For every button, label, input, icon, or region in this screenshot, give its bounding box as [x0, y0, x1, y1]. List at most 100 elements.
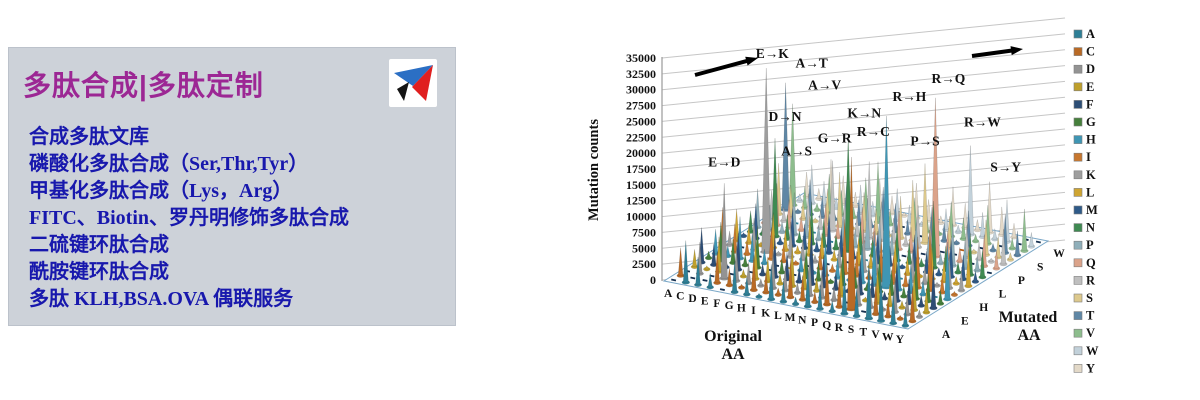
service-item[interactable]: 多肽 KLH,BSA.OVA 偶联服务 [29, 288, 294, 310]
svg-text:Original: Original [704, 328, 762, 345]
service-item[interactable]: 合成多肽文库 [29, 126, 149, 148]
legend-swatch [1073, 293, 1083, 303]
legend-label: A [1086, 27, 1095, 41]
ytick-label: 30000 [626, 83, 656, 97]
xtick-label: N [798, 315, 807, 327]
ytick-label: 27500 [626, 99, 656, 113]
legend-label: R [1086, 273, 1096, 287]
legend-item: G [1073, 115, 1096, 129]
legend-item: I [1073, 150, 1091, 164]
xtick-label: Y [896, 334, 905, 346]
annotation-label: G→R [818, 131, 852, 146]
ztick-label: E [961, 316, 969, 328]
service-item[interactable]: 二硫键环肽合成 [29, 234, 169, 256]
legend-item: R [1073, 273, 1096, 287]
xtick-label: I [751, 305, 756, 317]
xtick-label: L [774, 310, 782, 322]
annotation-label: E→K [756, 46, 790, 61]
ytick-label: 10000 [626, 210, 656, 224]
svg-text:AA: AA [1017, 327, 1041, 344]
ytick-label: 35000 [626, 51, 656, 65]
ztick-label: L [999, 289, 1007, 301]
chart-cones [676, 68, 1036, 328]
legend-label: P [1086, 238, 1094, 252]
legend-label: I [1086, 150, 1091, 164]
brand-logo-icon [394, 65, 433, 101]
legend-swatch [1073, 188, 1083, 197]
ytick-label: 17500 [626, 162, 656, 176]
legend-swatch [1073, 82, 1083, 92]
legend-swatch [1073, 205, 1083, 215]
trend-arrow-icon [694, 56, 758, 77]
xtick-label: F [713, 298, 720, 310]
xtick-label: A [664, 288, 673, 300]
ztick-label: H [979, 302, 988, 314]
ztick-label: W [1053, 248, 1065, 260]
legend-swatch [1073, 100, 1083, 109]
service-item[interactable]: 甲基化多肽合成（Lys，Arg） [29, 180, 293, 202]
xtick-label: E [701, 295, 709, 307]
legend-item: A [1073, 27, 1095, 41]
legend-item: D [1073, 62, 1095, 76]
ytick-label: 25000 [626, 114, 656, 128]
ztick-label: A [942, 329, 951, 341]
legend-label: Q [1086, 256, 1096, 270]
legend-label: W [1086, 344, 1099, 358]
xtick-label: R [835, 322, 844, 334]
xtick-label: K [761, 307, 770, 319]
logo-red-triangle [412, 65, 433, 101]
legend-swatch [1073, 117, 1083, 127]
ytick-label: 0 [650, 273, 656, 287]
legend-swatch [1073, 276, 1083, 285]
legend-label: L [1086, 185, 1094, 199]
logo-dark-triangle [397, 82, 409, 101]
legend-swatch [1073, 311, 1083, 320]
xtick-label: C [676, 291, 684, 303]
legend-item: W [1073, 344, 1099, 358]
legend-item: C [1073, 45, 1095, 59]
legend-swatch [1073, 64, 1083, 74]
legend-swatch [1073, 135, 1083, 144]
legend-label: H [1086, 133, 1096, 147]
annotation-label: A→S [781, 143, 812, 158]
legend-item: S [1073, 291, 1093, 305]
y-axis-title: Mutation counts [586, 119, 602, 221]
ztick-label: S [1037, 262, 1043, 274]
legend-item: P [1073, 238, 1094, 252]
legend-label: E [1086, 80, 1094, 94]
panel-title: 多肽合成|多肽定制 [23, 70, 264, 101]
legend-item: F [1073, 97, 1094, 111]
ytick-label: 20000 [626, 146, 656, 160]
legend-item: E [1073, 80, 1094, 94]
legend-item: Q [1073, 256, 1096, 270]
xtick-label: T [859, 327, 867, 339]
xtick-label: P [811, 317, 818, 329]
annotation-label: A→T [795, 56, 827, 71]
service-item[interactable]: 酰胺键环肽合成 [29, 261, 169, 283]
xtick-label: W [882, 331, 894, 343]
legend-label: S [1086, 291, 1093, 305]
annotation-label: R→C [857, 124, 890, 139]
service-item[interactable]: 磷酸化多肽合成（Ser,Thr,Tyr） [29, 153, 309, 175]
legend-swatch [1073, 364, 1083, 373]
legend-swatch [1073, 223, 1083, 232]
xtick-label: V [871, 329, 880, 341]
legend-item: T [1073, 309, 1095, 323]
ytick-label: 12500 [626, 194, 656, 208]
legend-swatch [1073, 258, 1083, 268]
legend-item: N [1073, 221, 1095, 235]
legend-swatch [1073, 346, 1083, 356]
brand-logo[interactable] [389, 59, 437, 107]
xtick-label: Q [822, 319, 831, 331]
service-item[interactable]: FITC、Biotin、罗丹明修饰多肽合成 [29, 207, 350, 229]
svg-text:AA: AA [721, 346, 745, 363]
legend-label: C [1086, 45, 1095, 59]
legend-label: M [1086, 203, 1098, 217]
services-list: 合成多肽文库磷酸化多肽合成（Ser,Thr,Tyr） 甲基化多肽合成（Lys，Ar… [29, 124, 349, 313]
legend-label: D [1086, 62, 1095, 76]
